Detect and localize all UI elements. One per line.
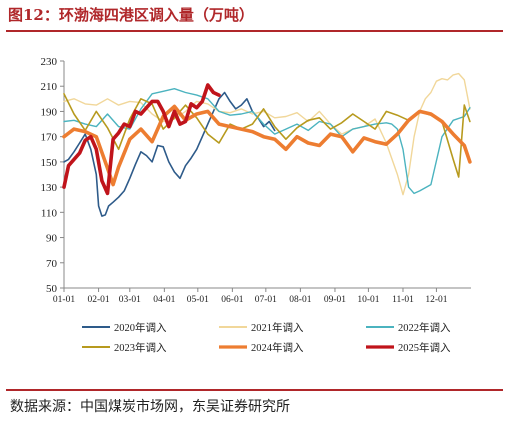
legend-label: 2020年调入 bbox=[114, 321, 167, 334]
chart-axes: 50 70 90 110 130 150 170 190 210 230 01-01 02-01 03-… bbox=[41, 56, 471, 305]
data-source: 数据来源：中国煤炭市场网，东吴证券研究所 bbox=[10, 399, 290, 415]
series-line-1 bbox=[63, 91, 276, 217]
x-tick-label: 08-01 bbox=[289, 295, 311, 305]
series-line-4 bbox=[63, 92, 471, 178]
series-line-3 bbox=[63, 88, 471, 195]
legend-label: 2022年调入 bbox=[398, 321, 451, 334]
y-tick-label: 90 bbox=[46, 233, 58, 245]
x-tick-label: 02-01 bbox=[87, 295, 109, 305]
legend-label: 2021年调入 bbox=[251, 321, 304, 334]
y-tick-label: 230 bbox=[41, 56, 58, 68]
chart-legend: 2020年调入 2021年调入 2022年调入 2023年调入 2024年调入 2025年… bbox=[82, 321, 451, 354]
x-tick-label: 05-01 bbox=[187, 295, 209, 305]
title-rule bbox=[6, 30, 503, 32]
legend-label: 2025年调入 bbox=[398, 341, 451, 354]
y-tick-label: 190 bbox=[41, 106, 58, 118]
figure-title: 图12：环渤海四港区调入量（万吨） bbox=[8, 6, 254, 24]
x-tick-label: 10-01 bbox=[357, 295, 379, 305]
x-tick-label: 06-01 bbox=[221, 295, 243, 305]
x-tick-label: 04-01 bbox=[153, 295, 175, 305]
x-tick-label: 03-01 bbox=[119, 295, 141, 305]
y-tick-label: 70 bbox=[46, 258, 58, 270]
line-chart: 50 70 90 110 130 150 170 190 210 230 01-01 02-01 03-… bbox=[41, 56, 472, 354]
y-tick-label: 110 bbox=[41, 207, 58, 219]
y-tick-label: 170 bbox=[41, 132, 58, 144]
x-tick-label: 12-01 bbox=[425, 295, 447, 305]
y-tick-label: 150 bbox=[41, 157, 58, 169]
series-line-6 bbox=[62, 83, 221, 196]
x-tick-label: 09-01 bbox=[324, 295, 346, 305]
series-layer bbox=[62, 72, 472, 217]
x-tick-label: 11-01 bbox=[392, 295, 414, 305]
y-tick-label: 210 bbox=[41, 81, 58, 93]
x-tick-label: 01-01 bbox=[53, 295, 75, 305]
legend-label: 2024年调入 bbox=[251, 341, 304, 354]
y-tick-label: 130 bbox=[41, 182, 58, 194]
legend-label: 2023年调入 bbox=[114, 341, 167, 354]
series-line-5 bbox=[62, 104, 472, 187]
x-tick-label: 07-01 bbox=[255, 295, 277, 305]
y-tick-label: 50 bbox=[46, 283, 58, 295]
source-rule bbox=[6, 389, 503, 391]
series-line-2 bbox=[63, 72, 471, 196]
